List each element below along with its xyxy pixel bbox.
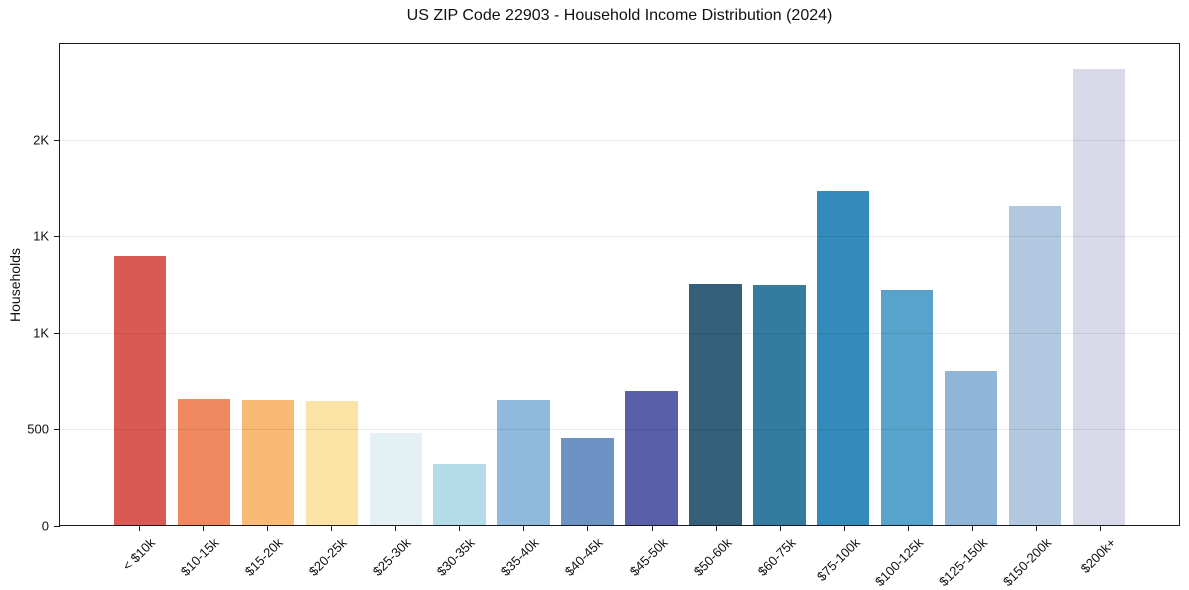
bar-slot [811, 44, 875, 525]
bar-$50-60k [689, 283, 742, 525]
bar-slot [939, 44, 1003, 525]
x-tick-label: $125-150k [936, 535, 991, 590]
y-tick-mark [54, 139, 60, 141]
bar-slot [683, 44, 747, 525]
bar-< $10k [113, 255, 167, 525]
x-tick: $75-100k [812, 526, 876, 586]
x-tick-label: $60-75k [754, 535, 799, 579]
x-tick-mark [203, 526, 205, 531]
bar-$40-45k [561, 438, 614, 525]
x-tick: $25-30k [363, 526, 427, 586]
x-tick-label: $15-20k [241, 535, 286, 579]
bar-$10-15k [177, 398, 231, 525]
x-tick-mark [715, 526, 717, 531]
y-tick-label: 0 [41, 518, 49, 534]
x-tick: $30-35k [427, 526, 491, 586]
x-tick-label: < $10k [119, 535, 158, 574]
y-tick-label: 1K [33, 228, 49, 244]
y-tick-mark [54, 526, 60, 527]
bar-$35-40k [497, 399, 550, 525]
y-tick-label: 1K [33, 325, 49, 341]
bar-slot [172, 44, 236, 525]
x-tick-label: $100-125k [872, 535, 927, 590]
bar-slot [428, 44, 492, 525]
x-tick: $40-45k [555, 526, 619, 586]
x-tick-mark [1035, 526, 1037, 531]
plot-area [59, 43, 1180, 526]
bar-$150-200k [1008, 205, 1062, 525]
y-axis-ticks: 0 500 1K 1K 2K [0, 43, 60, 534]
bar-slot [300, 44, 364, 525]
y-tick-label: 500 [27, 421, 49, 437]
x-tick: $100-125k [872, 526, 940, 589]
x-tick-label: $150-200k [1000, 535, 1055, 590]
x-tick: $10-15k [171, 526, 235, 586]
x-tick-label: $35-40k [498, 535, 543, 579]
bar-slot [620, 44, 684, 525]
bar-$75-100k [817, 191, 870, 525]
y-tick-label: 2K [33, 132, 49, 148]
bar-$45-50k [625, 391, 678, 525]
x-tick: $20-25k [299, 526, 363, 586]
x-tick-mark [523, 526, 525, 531]
x-tick-mark [331, 526, 333, 531]
x-tick-mark [1099, 526, 1101, 531]
x-tick-label: $40-45k [562, 535, 607, 579]
x-tick-label: $25-30k [370, 535, 414, 579]
bar-slot [108, 44, 172, 525]
x-tick: $50-60k [684, 526, 748, 586]
bar-slot [236, 44, 300, 525]
bar-$100-125k [881, 290, 934, 525]
bar-$25-30k [369, 432, 422, 525]
x-tick-mark [779, 526, 781, 531]
x-tick-label: $30-35k [434, 535, 478, 579]
x-tick: $60-75k [748, 526, 812, 586]
x-tick: $125-150k [936, 526, 1004, 589]
bar-$30-35k [433, 464, 486, 525]
x-tick-mark [843, 526, 845, 531]
bar-slot [1003, 44, 1067, 525]
y-tick-mark [54, 332, 60, 334]
bar-$20-25k [305, 400, 358, 525]
x-tick-label: $45-50k [626, 535, 671, 579]
x-tick-mark [267, 526, 269, 531]
bar-slot [492, 44, 556, 525]
x-tick-mark [587, 526, 589, 531]
bar-slot [747, 44, 811, 525]
x-tick-label: $20-25k [305, 535, 350, 579]
x-tick-label: $75-100k [813, 535, 863, 584]
x-tick-mark [971, 526, 973, 531]
x-tick-label: $50-60k [690, 535, 735, 579]
x-tick-mark [139, 526, 141, 531]
bar-$200k+ [1072, 69, 1126, 525]
x-tick: < $10k [107, 526, 171, 586]
x-tick-label: $10-15k [177, 535, 222, 579]
y-tick-mark [54, 429, 60, 431]
x-tick-label: $200k+ [1077, 535, 1119, 577]
x-tick: $150-200k [1000, 526, 1068, 589]
x-tick-mark [907, 526, 909, 531]
x-tick-mark [651, 526, 653, 531]
chart-title: US ZIP Code 22903 - Household Income Dis… [406, 7, 833, 24]
bar-$125-150k [944, 371, 998, 525]
bar-$15-20k [241, 399, 295, 525]
bar-slot [1067, 44, 1131, 525]
bar-slot [364, 44, 428, 525]
bars-container [60, 44, 1179, 525]
bar-slot [556, 44, 620, 525]
x-tick: $15-20k [235, 526, 299, 586]
x-tick: $35-40k [491, 526, 555, 586]
x-tick: $200k+ [1068, 526, 1132, 586]
bar-slot [875, 44, 939, 525]
x-axis-ticks: < $10k $10-15k $15-20k $20-25k $25-30k $30-35… [59, 526, 1180, 589]
x-tick-mark [395, 526, 397, 531]
x-tick-mark [459, 526, 461, 531]
x-tick: $45-50k [620, 526, 684, 586]
bar-$60-75k [753, 284, 806, 525]
y-tick-mark [54, 236, 60, 238]
